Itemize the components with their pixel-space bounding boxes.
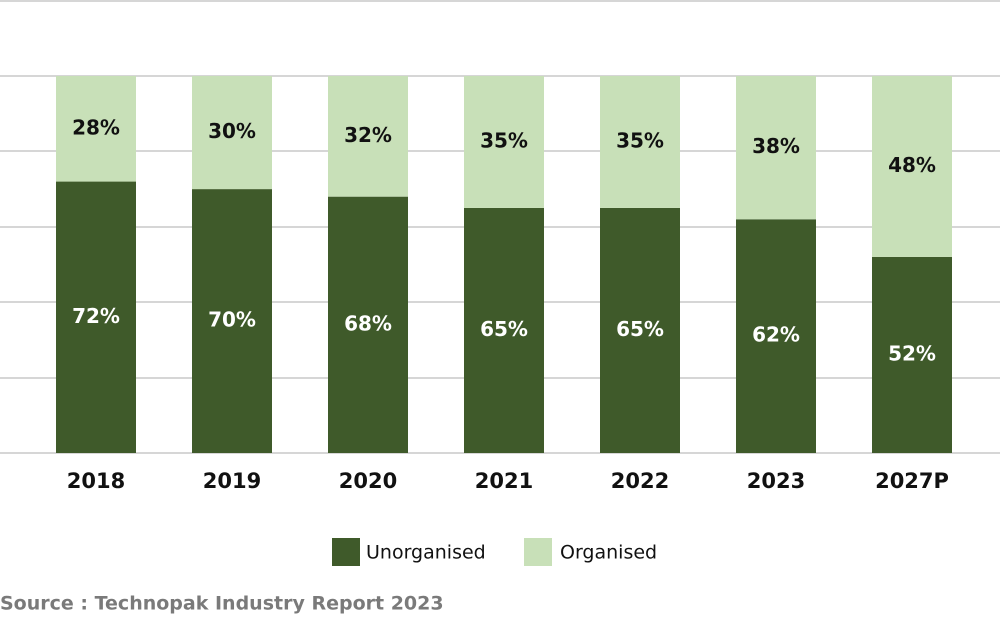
x-tick-label-2021: 2021 xyxy=(475,469,533,493)
data-label-unorganised-2021: 65% xyxy=(480,317,528,341)
data-label-organised-2020: 32% xyxy=(344,123,392,147)
x-tick-label-2019: 2019 xyxy=(203,469,261,493)
x-tick-label-2022: 2022 xyxy=(611,469,669,493)
bar-unorganised-2021 xyxy=(464,207,544,453)
source-note: Source : Technopak Industry Report 2023 xyxy=(0,593,444,615)
x-tick-label-2027p: 2027P xyxy=(875,469,949,493)
bar-unorganised-2018 xyxy=(56,181,136,453)
bar-organised-2022 xyxy=(600,76,680,208)
bar-unorganised-2019 xyxy=(192,189,272,453)
data-label-unorganised-2023: 62% xyxy=(752,323,800,347)
legend-label-organised: Organised xyxy=(560,542,657,564)
bar-unorganised-2027p xyxy=(872,256,952,453)
data-label-unorganised-2027p: 52% xyxy=(888,341,936,365)
bar-organised-2019 xyxy=(192,76,272,190)
data-label-unorganised-2018: 72% xyxy=(72,304,120,328)
bar-organised-2027p xyxy=(872,76,952,257)
data-label-unorganised-2019: 70% xyxy=(208,308,256,332)
bars xyxy=(56,76,952,453)
bar-unorganised-2020 xyxy=(328,196,408,453)
bar-unorganised-2022 xyxy=(600,207,680,453)
data-label-organised-2027p: 48% xyxy=(888,153,936,177)
data-label-organised-2023: 38% xyxy=(752,134,800,158)
bar-organised-2023 xyxy=(736,76,816,220)
data-label-organised-2018: 28% xyxy=(72,115,120,139)
data-labels: 72% 28% 70% 30% 68% 32% 65% 35% 65% 35% 62% 38% 52% 4… xyxy=(72,115,936,365)
data-label-organised-2019: 30% xyxy=(208,119,256,143)
bar-unorganised-2023 xyxy=(736,219,816,453)
x-tick-label-2020: 2020 xyxy=(339,469,397,493)
data-label-unorganised-2020: 68% xyxy=(344,311,392,335)
legend: Unorganised Organised xyxy=(332,538,657,566)
legend-swatch-unorganised xyxy=(332,538,360,566)
data-label-unorganised-2022: 65% xyxy=(616,317,664,341)
bar-organised-2018 xyxy=(56,76,136,182)
data-label-organised-2021: 35% xyxy=(480,128,528,152)
data-label-organised-2022: 35% xyxy=(616,128,664,152)
legend-label-unorganised: Unorganised xyxy=(366,542,486,564)
bar-organised-2020 xyxy=(328,76,408,197)
x-tick-label-2023: 2023 xyxy=(747,469,805,493)
bar-organised-2021 xyxy=(464,76,544,208)
x-tick-label-2018: 2018 xyxy=(67,469,125,493)
x-axis-labels: 2018 2019 2020 2021 2022 2023 2027P xyxy=(67,469,949,493)
legend-swatch-organised xyxy=(524,538,552,566)
